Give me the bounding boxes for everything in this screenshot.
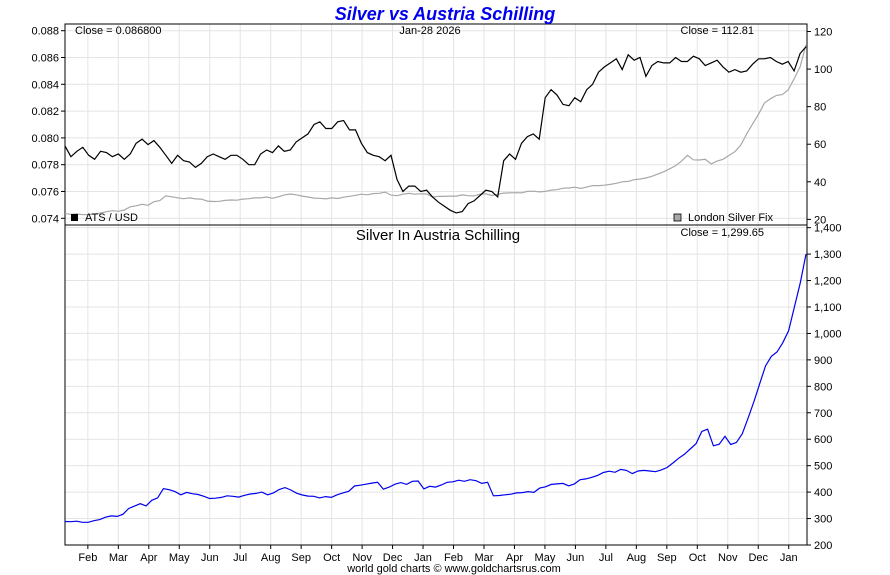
- top-right-axis: 120 100 80 60 40 20: [807, 27, 832, 226]
- x-tick-label: Feb: [78, 552, 97, 564]
- y-tick-label-top-right: 40: [814, 177, 826, 189]
- legend-label-london-silver-fix: London Silver Fix: [688, 212, 773, 224]
- x-axis: Feb Mar Apr May Jun Jul Aug Sep Oct Nov Dec Jan Feb M…: [78, 545, 798, 564]
- plot-frame: [64, 23, 808, 546]
- y-tick-label-top-right: 100: [814, 64, 832, 76]
- y-tick-label-bottom-right: 1,100: [814, 302, 842, 314]
- y-tick-label-bottom-right: 300: [814, 514, 832, 526]
- y-tick-label-bottom-right: 700: [814, 408, 832, 420]
- y-tick-label-top-left: 0.080: [31, 133, 59, 145]
- x-tick-label: Nov: [352, 552, 372, 564]
- legend-label-ats-usd: ATS / USD: [85, 212, 138, 224]
- x-tick-label: Aug: [261, 552, 281, 564]
- x-tick-label: Oct: [689, 552, 706, 564]
- x-tick-label: Apr: [140, 552, 157, 564]
- x-tick-label: Jul: [599, 552, 613, 564]
- y-tick-label-bottom-right: 800: [814, 381, 832, 393]
- top-right-close-label: Close = 112.81: [681, 25, 755, 37]
- legend-swatch-ats-usd: [71, 214, 78, 221]
- x-tick-label: Dec: [748, 552, 768, 564]
- chart-title: Silver vs Austria Schilling: [335, 4, 555, 24]
- x-tick-label: May: [169, 552, 190, 564]
- x-tick-label: Jun: [201, 552, 219, 564]
- x-tick-label: Nov: [718, 552, 738, 564]
- y-tick-label-top-left: 0.086: [31, 53, 59, 65]
- x-tick-label: Sep: [657, 552, 677, 564]
- top-left-axis: 0.088 0.086 0.084 0.082 0.080 0.078 0.076 0.074: [31, 26, 65, 225]
- bottom-panel-title: Silver In Austria Schilling: [356, 227, 520, 244]
- x-tick-label: Jun: [567, 552, 585, 564]
- x-tick-label: Apr: [506, 552, 523, 564]
- y-tick-label-bottom-right: 600: [814, 434, 832, 446]
- x-tick-label: Dec: [383, 552, 403, 564]
- bottom-right-axis: 1,400 1,300 1,200 1,100 1,000 900 800 700 600 500…: [807, 223, 842, 552]
- y-tick-label-bottom-right: 900: [814, 355, 832, 367]
- footer-credit: world gold charts © www.goldchartsrus.co…: [346, 563, 561, 575]
- y-tick-label-top-left: 0.082: [31, 106, 59, 118]
- y-tick-label-top-right: 60: [814, 139, 826, 151]
- x-tick-label: Mar: [475, 552, 494, 564]
- y-tick-label-top-left: 0.078: [31, 160, 59, 172]
- x-tick-label: May: [535, 552, 556, 564]
- y-tick-label-bottom-right: 1,000: [814, 328, 842, 340]
- bottom-close-label: Close = 1,299.65: [681, 227, 764, 239]
- legend-swatch-london-silver-fix: [673, 213, 682, 222]
- y-tick-label-bottom-right: 500: [814, 461, 832, 473]
- y-tick-label-top-right: 120: [814, 27, 832, 39]
- y-tick-label-bottom-right: 200: [814, 540, 832, 552]
- y-tick-label-top-left: 0.088: [31, 26, 59, 38]
- top-date-label: Jan-28 2026: [399, 25, 460, 37]
- top-panel-grid: [65, 24, 807, 225]
- y-tick-label-top-right: 80: [814, 102, 826, 114]
- y-tick-label-bottom-right: 1,200: [814, 276, 842, 288]
- y-tick-label-top-right: 20: [814, 214, 826, 226]
- y-tick-label-bottom-right: 1,300: [814, 249, 842, 261]
- x-tick-label: Sep: [291, 552, 311, 564]
- series-line-silver-in-ats: [64, 253, 807, 523]
- series-line-london-silver-fix: [64, 44, 807, 216]
- top-left-close-label: Close = 0.086800: [75, 25, 162, 37]
- x-tick-label: Oct: [323, 552, 340, 564]
- x-tick-label: Aug: [627, 552, 647, 564]
- y-tick-label-top-left: 0.074: [31, 213, 59, 225]
- y-tick-label-top-left: 0.076: [31, 187, 59, 199]
- bottom-panel-grid: [65, 225, 807, 545]
- x-tick-label: Jul: [233, 552, 247, 564]
- y-tick-label-bottom-right: 400: [814, 487, 832, 499]
- x-tick-label: Jan: [780, 552, 798, 564]
- series-line-ats-usd: [64, 46, 807, 214]
- x-tick-label: Feb: [444, 552, 463, 564]
- y-tick-label-top-left: 0.084: [31, 79, 59, 91]
- y-tick-label-bottom-right: 1,400: [814, 223, 842, 235]
- x-tick-label: Mar: [109, 552, 128, 564]
- x-tick-label: Jan: [414, 552, 432, 564]
